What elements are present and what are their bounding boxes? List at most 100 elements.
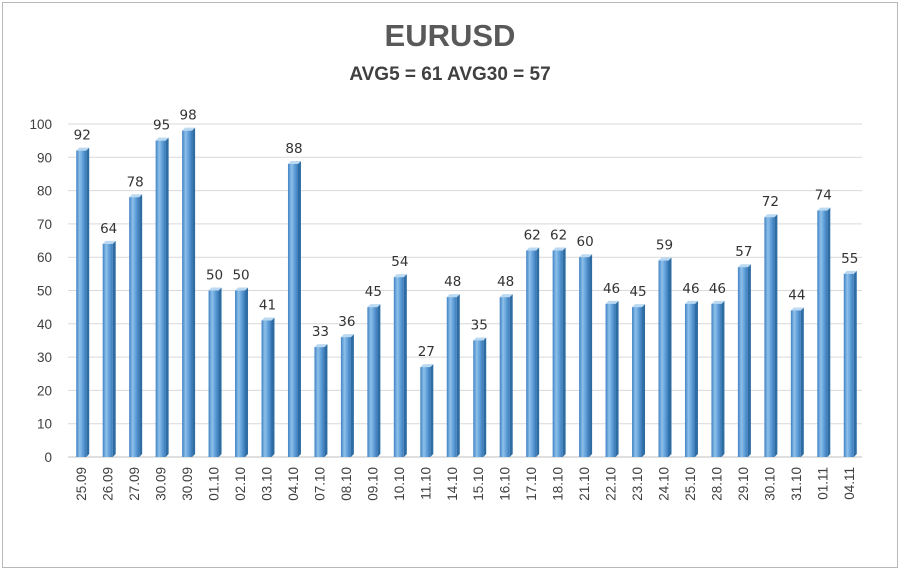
x-tick-label: 30.10 [762, 467, 777, 501]
x-tick-label: 30.09 [154, 467, 169, 501]
x-tick-label: 10.10 [392, 467, 407, 501]
bar-front [420, 367, 431, 457]
bar-front [790, 310, 801, 457]
bar-side [456, 294, 460, 457]
bar [658, 257, 672, 457]
data-label: 62 [524, 228, 541, 244]
bar-side [536, 247, 540, 457]
x-tick-label: 03.10 [260, 467, 275, 501]
bar-top [261, 317, 275, 321]
bar-side [86, 147, 90, 457]
data-label: 62 [550, 228, 567, 244]
bar-front [340, 337, 351, 457]
x-tick-label: 22.10 [604, 467, 619, 501]
bar-front [235, 290, 246, 457]
data-label: 64 [100, 221, 117, 237]
bar-front [287, 163, 298, 457]
x-tick-label: 11.10 [418, 467, 433, 500]
bar-top [446, 294, 460, 298]
bar-side [324, 344, 328, 457]
bar-top [287, 160, 301, 164]
bar-front [314, 347, 325, 457]
bar [102, 240, 116, 457]
x-axis-tick-labels: 25.09 26.09 27.09 30.09 30.09 01.10 02.10 03.10… [74, 467, 857, 501]
bar-side [668, 257, 672, 457]
x-tick-label: 31.10 [789, 467, 804, 501]
data-label: 48 [444, 274, 461, 290]
bar-top [473, 337, 487, 341]
data-label: 45 [629, 284, 646, 300]
data-label: 27 [418, 344, 435, 360]
bar-top [684, 300, 698, 304]
bar-side [192, 127, 196, 457]
data-label: 35 [471, 317, 488, 333]
x-tick-label: 27.09 [127, 467, 142, 501]
bar-top [843, 270, 857, 274]
data-label: 54 [391, 254, 408, 270]
bar [817, 207, 831, 457]
bar-top [155, 137, 169, 141]
data-label: 60 [577, 234, 594, 250]
bar-side [721, 300, 725, 457]
bar [393, 274, 407, 457]
data-label: 41 [259, 297, 276, 313]
bar [367, 304, 381, 457]
bar [76, 147, 90, 457]
bar-front [261, 320, 272, 457]
bar [129, 194, 143, 457]
bar-top [605, 300, 619, 304]
bar [208, 287, 222, 457]
x-tick-label: 01.11 [815, 467, 830, 500]
data-labels: 92 64 78 95 98 50 50 41 88 33 36 45 54 27 48 35 48 62 62 60… [74, 108, 859, 360]
y-tick-label: 20 [37, 383, 52, 398]
data-label: 55 [841, 251, 858, 267]
chart-title: EURUSD [384, 18, 516, 53]
bar-top [658, 257, 672, 261]
bar-front [155, 140, 166, 457]
data-label: 92 [74, 128, 91, 144]
bar [499, 294, 513, 457]
x-tick-label: 26.09 [101, 467, 116, 501]
bar-side [218, 287, 222, 457]
bar [764, 214, 778, 457]
bar-top [340, 334, 354, 338]
bar-side [297, 160, 301, 457]
bar-front [632, 307, 643, 457]
x-tick-label: 29.10 [736, 467, 751, 501]
bar-top [711, 300, 725, 304]
bar-side [642, 304, 646, 457]
chart-subtitle: AVG5 = 61 AVG30 = 57 [349, 64, 551, 85]
bar [420, 364, 434, 457]
bar-top [76, 147, 90, 151]
bar [790, 307, 804, 457]
bar-front [552, 250, 563, 457]
bar-side [139, 194, 143, 457]
bar-front [658, 260, 669, 457]
y-axis-tick-labels: 0 10 20 30 40 50 60 70 80 90 100 [29, 117, 52, 465]
x-tick-label: 07.10 [312, 467, 327, 501]
bar-front [684, 303, 695, 457]
data-label: 36 [338, 314, 355, 330]
bar [579, 254, 593, 457]
x-tick-label: 16.10 [498, 467, 513, 501]
bar-side [747, 264, 751, 457]
bar-side [827, 207, 831, 457]
bar-front [579, 257, 590, 457]
bar-front [737, 267, 748, 457]
data-label: 48 [497, 274, 514, 290]
x-tick-label: 14.10 [445, 467, 460, 501]
bar-side [483, 337, 487, 457]
bar-front [182, 130, 193, 457]
bar-top [552, 247, 566, 251]
y-tick-label: 90 [37, 150, 52, 165]
data-label: 72 [762, 194, 779, 210]
x-tick-label: 21.10 [577, 467, 592, 501]
data-label: 59 [656, 238, 673, 254]
bar [473, 337, 487, 457]
bar-top [420, 364, 434, 368]
bar-top [367, 304, 381, 308]
y-tick-label: 70 [37, 217, 52, 232]
data-label: 98 [180, 108, 197, 124]
bar-front [76, 150, 87, 457]
bar-front [446, 297, 457, 457]
